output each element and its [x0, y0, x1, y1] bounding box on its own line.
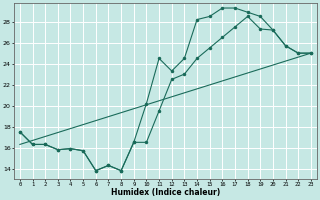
X-axis label: Humidex (Indice chaleur): Humidex (Indice chaleur): [111, 188, 220, 197]
